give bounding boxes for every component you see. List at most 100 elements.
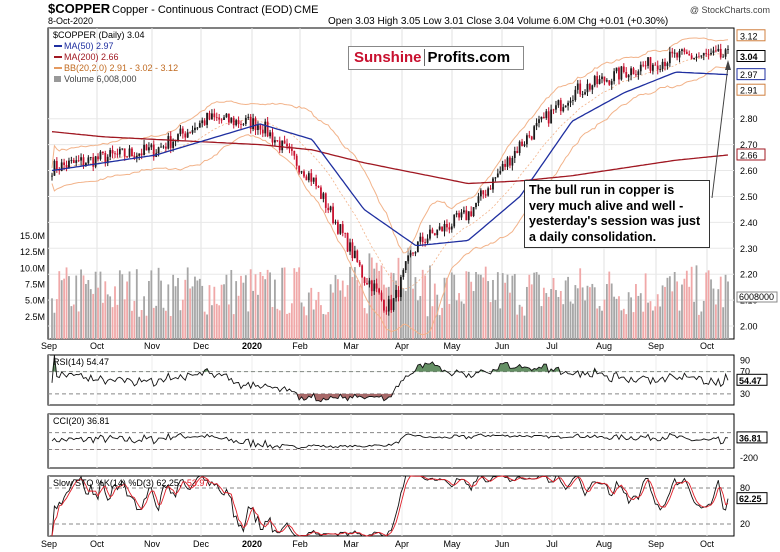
price-body: [293, 150, 296, 156]
volume-bar: [608, 271, 611, 339]
price-body: [157, 147, 160, 154]
annotation-line-1: The bull run in copper is: [529, 183, 675, 197]
volume-bar: [109, 296, 112, 339]
price-body: [252, 118, 255, 130]
price-body: [383, 300, 385, 311]
volume-bar: [126, 281, 129, 339]
price-body: [312, 177, 315, 182]
price-body: [618, 67, 620, 80]
price-body: [511, 158, 514, 166]
indicator-last-box: [736, 373, 768, 386]
price-body: [441, 226, 443, 232]
price-body: [320, 187, 322, 199]
volume-bar: [438, 315, 441, 339]
month-label-bottom: Feb: [292, 539, 308, 549]
volume-bar: [252, 290, 255, 339]
price-body: [622, 66, 625, 72]
volume-bar: [395, 280, 397, 339]
month-axis: Sep Oct Nov Dec 2020 Feb Mar Apr May Jun Jul Aug Sep…: [41, 341, 715, 351]
price-body: [80, 157, 82, 161]
volume-bar: [349, 266, 351, 339]
volume-tick-label: 7.5M: [25, 280, 45, 290]
volume-bar: [164, 310, 167, 339]
price-body: [688, 53, 691, 56]
bb-mid: [51, 53, 729, 290]
volume-bar: [462, 303, 465, 339]
price-body: [506, 157, 509, 167]
volume-bar: [322, 313, 325, 339]
volume-bar: [68, 276, 70, 339]
volume-bar: [465, 271, 468, 339]
volume-bar: [576, 288, 579, 339]
month-label-bottom: Mar: [343, 539, 359, 549]
volume-bar: [620, 310, 623, 339]
volume-bar: [647, 302, 649, 339]
volume-bar: [218, 305, 221, 339]
price-body: [712, 50, 715, 53]
price-body: [625, 71, 628, 78]
volume-bar: [206, 314, 208, 339]
volume-bar: [472, 291, 475, 339]
volume-bar: [516, 314, 519, 339]
price-label-box: [736, 83, 766, 96]
volume-bar: [281, 267, 284, 339]
volume-bar: [363, 307, 366, 339]
price-body: [603, 76, 606, 82]
price-body: [201, 120, 204, 124]
volume-bar: [288, 312, 291, 339]
volume-bar: [227, 304, 230, 339]
volume-bar: [203, 311, 206, 339]
price-tick-label: 2.40: [740, 218, 758, 228]
volume-bar: [572, 303, 574, 339]
volume-bar: [622, 308, 625, 339]
price-body: [203, 120, 206, 125]
price-body: [303, 171, 305, 177]
price-body: [104, 153, 107, 164]
volume-bar: [724, 274, 727, 339]
volume-bar: [586, 285, 589, 339]
volume-bar: [479, 274, 482, 339]
volume-bar: [567, 276, 569, 339]
volume-bar: [97, 287, 99, 339]
price-body: [567, 102, 569, 106]
volume-bar: [722, 307, 725, 339]
price-grid: [48, 28, 734, 339]
volume-bar: [671, 291, 674, 339]
volume-bar: [630, 297, 632, 339]
price-body: [407, 255, 410, 262]
price-body: [438, 226, 441, 230]
volume-bar: [169, 316, 172, 339]
price-body: [492, 178, 494, 190]
indicator-last-box: [736, 431, 768, 444]
volume-bar: [407, 247, 410, 339]
price-body: [620, 66, 623, 80]
price-body: [186, 132, 189, 138]
volume-bar: [198, 278, 201, 339]
price-body: [143, 144, 145, 156]
volume-bar: [649, 301, 652, 339]
price-body: [290, 148, 293, 151]
contract-name: Copper - Continuous Contract (EOD): [112, 4, 292, 16]
price-body: [75, 160, 78, 163]
price-body: [310, 173, 313, 182]
price-body: [465, 210, 468, 221]
price-body: [613, 71, 616, 82]
volume-bar: [651, 310, 654, 339]
volume-bar: [416, 300, 419, 339]
price-body: [707, 53, 710, 55]
price-body: [569, 100, 572, 103]
price-body: [467, 211, 470, 221]
volume-bar: [664, 286, 666, 339]
volume-bar: [673, 271, 676, 339]
annotation-arrowhead: [725, 60, 731, 70]
price-body: [55, 160, 58, 171]
volume-bar: [547, 296, 550, 339]
price-body: [540, 116, 543, 120]
price-body: [685, 51, 688, 54]
price-body: [317, 186, 320, 188]
volume-bar: [404, 290, 407, 339]
price-body: [601, 76, 603, 80]
volume-bar: [453, 274, 456, 339]
volume-bar: [368, 253, 371, 339]
volume-bar: [545, 293, 548, 339]
